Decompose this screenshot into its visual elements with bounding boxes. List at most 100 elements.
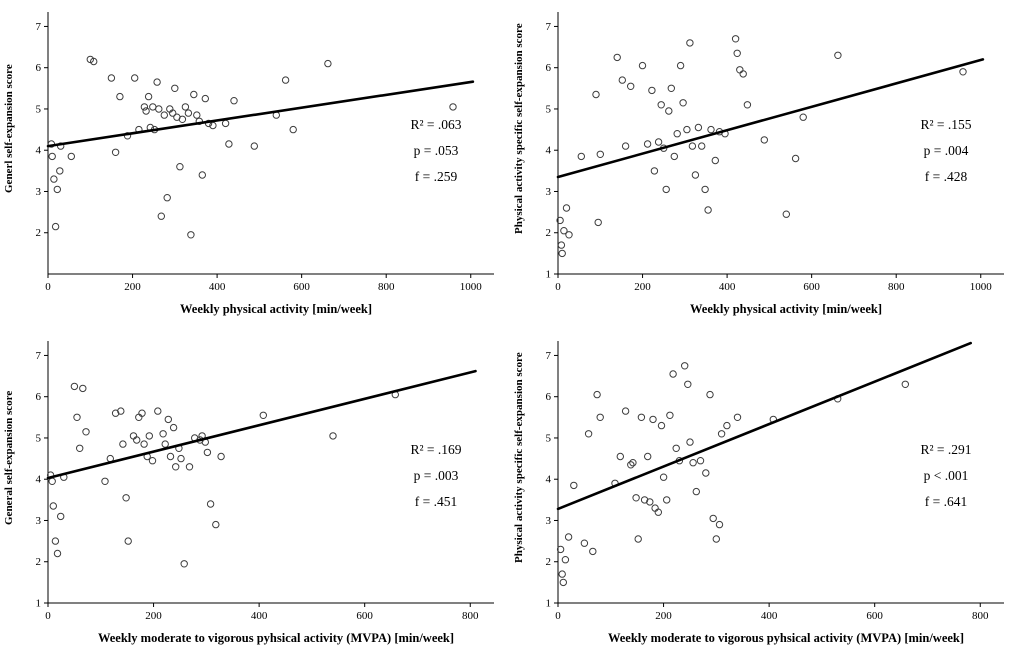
- svg-text:7: 7: [36, 21, 42, 33]
- scatter-plot: 0 200 400 600 800 1 2 3 4 5 6 7: [36, 341, 494, 622]
- stats-annotation: R² = .155 p = .004 f = .428: [894, 112, 998, 190]
- y-tick-labels: 1 2 3 4 5 6 7: [546, 350, 558, 610]
- svg-text:1: 1: [546, 269, 552, 281]
- svg-text:5: 5: [36, 103, 42, 115]
- svg-text:200: 200: [634, 281, 651, 293]
- svg-text:400: 400: [209, 281, 226, 293]
- p-value: p = .003: [413, 468, 459, 483]
- r-squared-value: R² = .169: [410, 442, 462, 457]
- svg-text:1000: 1000: [970, 281, 993, 293]
- svg-text:600: 600: [803, 281, 820, 293]
- x-tick-labels: 0 200 400 600 800: [45, 603, 479, 622]
- scatter-points: [556, 362, 909, 587]
- scatter-plot: 0 200 400 600 800 1000 1 2 3 4 5 6 7: [546, 12, 1004, 293]
- y-tick-labels: 2 3 4 5 6 7: [36, 21, 48, 239]
- svg-text:1000: 1000: [460, 281, 483, 293]
- r-squared-value: R² = .063: [410, 117, 462, 132]
- svg-text:3: 3: [546, 186, 552, 198]
- r-squared-value: R² = .291: [920, 442, 972, 457]
- regression-line: [46, 369, 477, 480]
- svg-text:600: 600: [356, 610, 373, 622]
- svg-text:800: 800: [462, 610, 479, 622]
- svg-text:4: 4: [36, 145, 42, 157]
- panel-pa-specific-vs-mvpa: Physical activity specific self-expansio…: [510, 329, 1021, 658]
- svg-text:6: 6: [36, 62, 42, 74]
- f-value: f = .451: [414, 494, 458, 509]
- panel-pa-specific-vs-weekly-pa: Physical activity specific self-expansio…: [510, 0, 1021, 329]
- y-axis-label: Physical activity specific self-expansio…: [513, 352, 525, 564]
- scatter-points: [47, 55, 457, 239]
- y-axis-label: Generl self-expansion score: [3, 64, 15, 194]
- svg-text:5: 5: [546, 432, 552, 444]
- p-value: p < .001: [923, 468, 969, 483]
- svg-text:2: 2: [36, 556, 42, 568]
- x-tick-labels: 0 200 400 600 800 1000: [555, 274, 992, 293]
- f-value: f = .428: [924, 169, 968, 184]
- p-value: p = .004: [923, 143, 969, 158]
- svg-text:200: 200: [655, 610, 672, 622]
- svg-text:0: 0: [555, 281, 561, 293]
- svg-text:200: 200: [124, 281, 141, 293]
- svg-text:400: 400: [719, 281, 736, 293]
- svg-text:600: 600: [866, 610, 883, 622]
- svg-text:7: 7: [36, 350, 42, 362]
- svg-text:0: 0: [45, 281, 51, 293]
- svg-text:1: 1: [546, 598, 552, 610]
- panel-general-vs-mvpa: General self-expansion score 0 200 400 600 8…: [0, 329, 510, 658]
- axes: [47, 341, 494, 604]
- svg-text:2: 2: [546, 227, 552, 239]
- svg-text:2: 2: [546, 556, 552, 568]
- regression-line: [556, 341, 973, 511]
- x-axis-label: Weekly moderate to vigorous pyhsical act…: [607, 631, 965, 645]
- svg-text:7: 7: [546, 350, 552, 362]
- axes: [557, 12, 1004, 275]
- scatter-points: [46, 382, 399, 568]
- p-value: p = .053: [413, 143, 459, 158]
- y-tick-labels: 1 2 3 4 5 6 7: [36, 350, 48, 610]
- x-tick-labels: 0 200 400 600 800 1000: [45, 274, 482, 293]
- svg-text:400: 400: [761, 610, 778, 622]
- stats-annotation: R² = .291 p < .001 f = .641: [894, 437, 998, 515]
- svg-text:4: 4: [546, 474, 552, 486]
- svg-text:3: 3: [36, 186, 42, 198]
- y-axis-label: Physical activity specific self-expansio…: [513, 23, 525, 235]
- x-axis-label: Weekly physical activity [min/week]: [180, 302, 372, 316]
- axes: [557, 341, 1004, 604]
- svg-text:0: 0: [555, 610, 561, 622]
- scatter-plot: 0 200 400 600 800 1000 2 3 4 5 6 7: [36, 12, 494, 293]
- svg-text:200: 200: [145, 610, 162, 622]
- svg-text:800: 800: [378, 281, 395, 293]
- svg-text:6: 6: [36, 391, 42, 403]
- y-axis-label: General self-expansion score: [3, 390, 15, 526]
- svg-text:600: 600: [293, 281, 310, 293]
- scatter-plot: 0 200 400 600 800 1 2 3 4 5 6 7: [546, 341, 1004, 622]
- svg-text:5: 5: [546, 103, 552, 115]
- y-tick-labels: 1 2 3 4 5 6 7: [546, 21, 558, 281]
- stats-annotation: R² = .063 p = .053 f = .259: [384, 112, 488, 190]
- x-axis-label: Weekly moderate to vigorous pyhsical act…: [97, 631, 455, 645]
- scatter-points: [556, 35, 967, 258]
- svg-text:1: 1: [36, 598, 42, 610]
- svg-text:0: 0: [45, 610, 51, 622]
- r-squared-value: R² = .155: [920, 117, 972, 132]
- f-value: f = .641: [924, 494, 968, 509]
- svg-text:6: 6: [546, 62, 552, 74]
- svg-text:5: 5: [36, 432, 42, 444]
- svg-text:2: 2: [36, 227, 42, 239]
- regression-line: [556, 58, 985, 179]
- svg-text:3: 3: [36, 515, 42, 527]
- f-value: f = .259: [414, 169, 458, 184]
- svg-text:800: 800: [972, 610, 989, 622]
- svg-text:4: 4: [546, 145, 552, 157]
- svg-text:4: 4: [36, 474, 42, 486]
- svg-text:6: 6: [546, 391, 552, 403]
- stats-annotation: R² = .169 p = .003 f = .451: [384, 437, 488, 515]
- x-tick-labels: 0 200 400 600 800: [555, 603, 989, 622]
- svg-text:400: 400: [251, 610, 268, 622]
- svg-text:7: 7: [546, 21, 552, 33]
- svg-text:800: 800: [888, 281, 905, 293]
- panel-general-vs-weekly-pa: Generl self-expansion score 0 200 400 600 80…: [0, 0, 510, 329]
- svg-text:3: 3: [546, 515, 552, 527]
- x-axis-label: Weekly physical activity [min/week]: [690, 302, 882, 316]
